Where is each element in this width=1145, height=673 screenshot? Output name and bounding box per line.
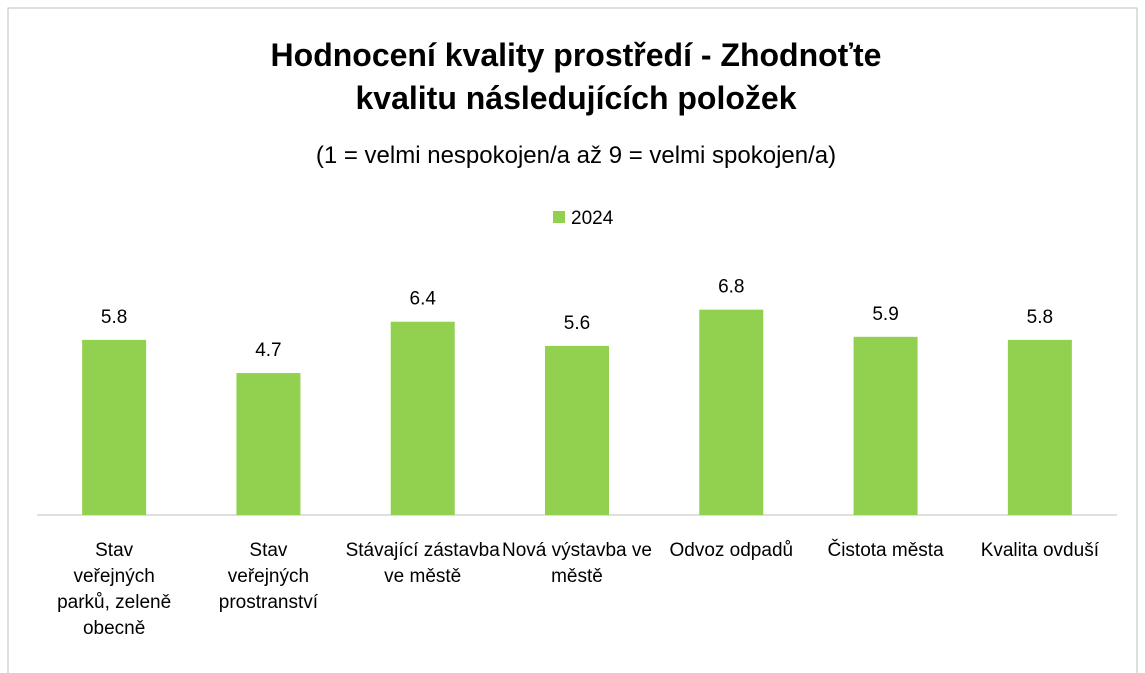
x-tick-label: Čistota města xyxy=(827,540,944,561)
data-label: 5.9 xyxy=(872,304,898,325)
bar xyxy=(853,336,918,515)
x-tick-label: Stav veřejných parků, zeleně obecně xyxy=(57,540,172,639)
data-label: 6.4 xyxy=(410,289,437,310)
bar xyxy=(82,339,147,515)
data-label: 5.8 xyxy=(1027,307,1053,328)
bar xyxy=(699,309,764,515)
legend-label: 2024 xyxy=(571,208,614,229)
data-label: 5.6 xyxy=(564,313,590,334)
x-tick-label: Nová výstavba ve městě xyxy=(502,540,652,587)
bar xyxy=(545,345,609,515)
bar xyxy=(390,321,455,515)
data-label: 6.8 xyxy=(718,277,744,298)
chart-border xyxy=(7,7,1138,673)
legend-swatch xyxy=(553,211,565,223)
bar xyxy=(1007,339,1072,515)
data-label: 5.8 xyxy=(101,307,127,328)
chart-title: Hodnocení kvality prostředí - Zhodnoťte … xyxy=(270,37,882,116)
x-tick-label: Stávající zástavba ve městě xyxy=(345,540,500,587)
x-tick-label: Kvalita ovduší xyxy=(980,540,1099,561)
data-label: 4.7 xyxy=(255,340,281,361)
chart-subtitle: (1 = velmi nespokojen/a až 9 = velmi spo… xyxy=(315,142,837,169)
bar xyxy=(236,373,301,515)
x-tick-label: Odvoz odpadů xyxy=(669,540,794,561)
x-tick-label: Stav veřejných prostranství xyxy=(218,540,319,613)
